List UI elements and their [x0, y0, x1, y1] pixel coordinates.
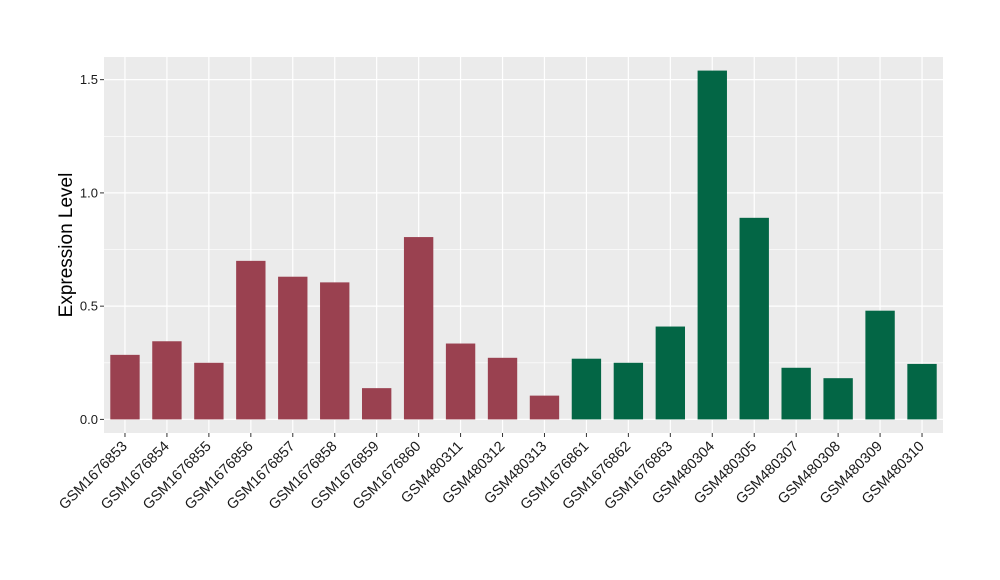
- plot-panel: [104, 57, 943, 433]
- bar-gsm480309: [865, 310, 895, 420]
- bar-gsm1676855: [194, 362, 224, 420]
- bar-gsm480313: [529, 395, 560, 420]
- y-tick-label: 0.5: [80, 299, 98, 314]
- bar-gsm480305: [739, 217, 769, 420]
- bar-gsm1676854: [152, 341, 182, 420]
- y-axis-title: Expression Level: [56, 173, 77, 318]
- bar-gsm1676862: [613, 362, 644, 420]
- bar-gsm1676856: [236, 260, 266, 420]
- bar-gsm480310: [907, 363, 937, 420]
- bar-gsm1676858: [320, 282, 350, 420]
- bar-gsm480308: [823, 378, 853, 420]
- bars: [110, 70, 937, 420]
- bar-gsm480304: [697, 70, 727, 420]
- bar-gsm1676859: [361, 388, 392, 420]
- bar-gsm1676860: [403, 237, 434, 420]
- bar-gsm1676861: [571, 358, 602, 420]
- y-tick-label: 0.0: [80, 412, 98, 427]
- bar-gsm1676853: [110, 354, 140, 420]
- bar-gsm1676857: [278, 276, 308, 420]
- bar-gsm1676863: [655, 326, 686, 420]
- y-axis: 0.0 0.5 1.0 1.5: [80, 72, 104, 427]
- bar-gsm480307: [781, 367, 811, 420]
- y-tick-label: 1.0: [80, 185, 98, 200]
- bar-gsm480311: [445, 343, 476, 420]
- bar-gsm480312: [487, 357, 518, 420]
- y-tick-label: 1.5: [80, 72, 98, 87]
- x-axis: GSM1676853GSM1676854GSM1676855GSM1676856…: [56, 433, 928, 513]
